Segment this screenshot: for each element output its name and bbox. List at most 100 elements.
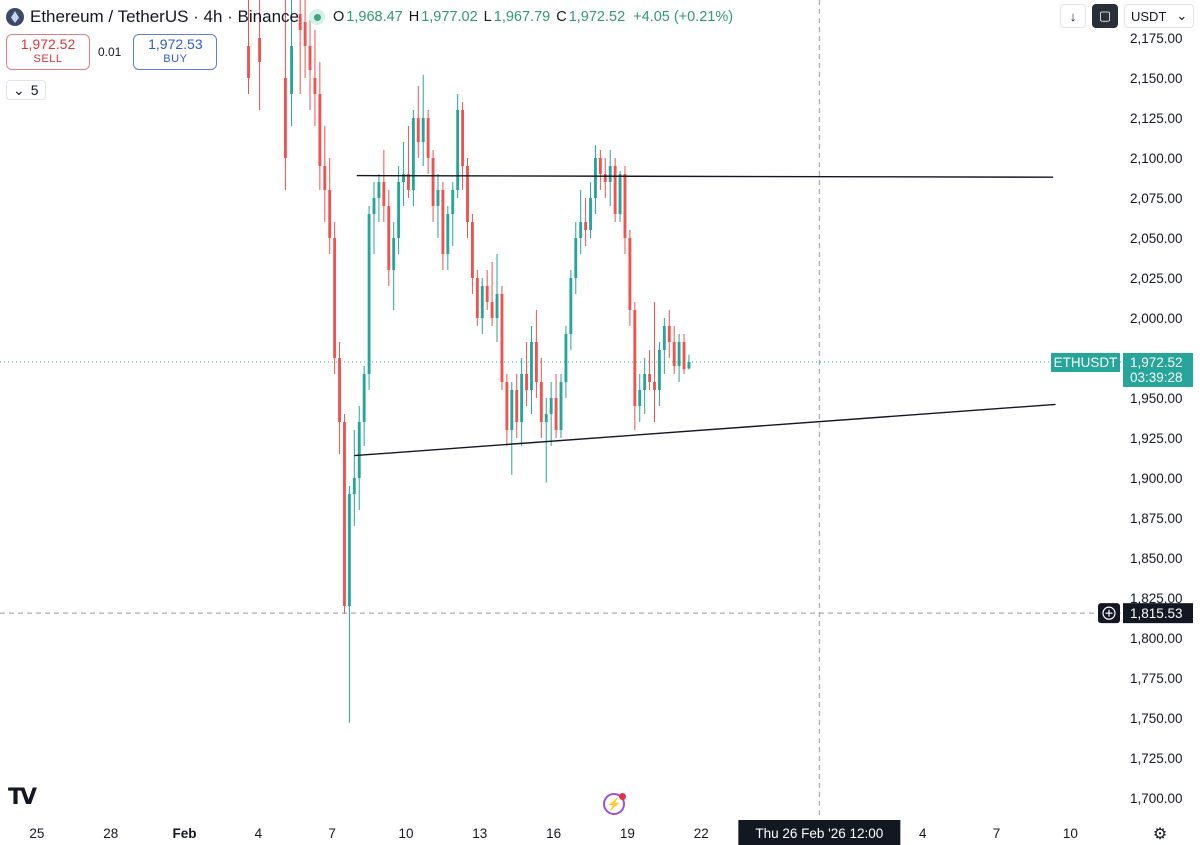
candle-body [539, 382, 543, 422]
candle-body [441, 190, 445, 254]
current-price-label: 1,972.52 [1130, 355, 1183, 370]
candle-body [352, 478, 356, 494]
candle-body [436, 190, 440, 206]
sell-label: SELL [33, 53, 63, 65]
x-axis-tick-label: 4 [919, 826, 927, 841]
countdown-label: 03:39:28 [1130, 370, 1183, 385]
lightning-icon[interactable]: ⚡ [603, 793, 626, 815]
candle-body [362, 374, 366, 422]
candle-body [515, 390, 519, 422]
candle-body [456, 110, 460, 190]
candle-body [564, 334, 568, 382]
candle-body [633, 310, 637, 406]
candle-body [598, 158, 602, 174]
market-open-dot-icon [309, 9, 325, 25]
y-axis-tick-label: 1,900.00 [1130, 471, 1183, 486]
candle-body [623, 174, 627, 238]
candle-body [451, 190, 455, 214]
candle-body [475, 278, 479, 318]
candle-body [594, 158, 597, 198]
x-axis-tick-label: 10 [1063, 826, 1078, 841]
candle-body [525, 374, 528, 390]
candle-body [608, 166, 612, 182]
crosshair-time-tag [738, 820, 901, 845]
eth-logo-icon [6, 8, 24, 26]
candle-body [544, 414, 548, 422]
candle-body [347, 494, 351, 606]
tradingview-logo-icon[interactable]: TV [8, 785, 37, 810]
sell-price: 1,972.52 [20, 36, 76, 52]
y-axis-tick-label: 1,850.00 [1130, 551, 1183, 566]
sell-button[interactable]: 1,972.52 SELL [6, 34, 90, 70]
buy-button[interactable]: 1,972.53 BUY [133, 34, 218, 70]
plus-circle-ring [1102, 606, 1116, 620]
x-axis-tick-label: Feb [173, 826, 197, 841]
symbol-tag-label: ETHUSDT [1054, 355, 1118, 370]
candle-body [520, 374, 524, 422]
currency-select[interactable]: USDT ⌄ [1124, 4, 1194, 28]
candle-body [490, 302, 494, 318]
y-axis-tick-label: 2,175.00 [1130, 31, 1183, 46]
y-axis-tick-label: 2,100.00 [1130, 151, 1183, 166]
chevron-down-icon: ⌄ [1176, 8, 1188, 23]
candle-body [416, 118, 420, 142]
candle-body [290, 46, 294, 94]
candle-body [461, 110, 465, 166]
y-axis-tick-label: 1,725.00 [1130, 751, 1183, 766]
y-axis-tick-label: 1,825.00 [1130, 591, 1183, 606]
candle-body [603, 174, 607, 182]
candle-body [367, 214, 371, 374]
y-axis-tick-label: 1,950.00 [1130, 391, 1183, 406]
candle-body [377, 182, 381, 198]
candle-body [682, 342, 686, 370]
candle-body [618, 174, 622, 214]
indicators-toggle[interactable]: ⌄ 5 [6, 80, 46, 100]
candle-body [579, 222, 583, 238]
support-trendline [354, 403, 1056, 457]
candle-body [485, 286, 489, 302]
candle-body [638, 390, 642, 406]
download-icon[interactable]: ↓ [1060, 4, 1086, 28]
candle-body [559, 382, 563, 430]
x-axis-tick-label: 22 [694, 826, 709, 841]
x-axis-tick-label: 10 [398, 826, 413, 841]
candle-body [328, 190, 332, 238]
ohlc-open: O 1,968.47 [333, 9, 403, 25]
spread-value: 0.01 [98, 45, 122, 59]
candle-body [426, 118, 430, 158]
candle-body [318, 94, 322, 166]
candle-body [421, 118, 425, 142]
x-axis-tick-label: 7 [328, 826, 336, 841]
candle-body [407, 174, 410, 190]
y-axis-tick-label: 1,875.00 [1130, 511, 1183, 526]
candle-body [667, 326, 671, 342]
trade-panel: 1,972.52 SELL 0.01 1,972.53 BUY [6, 34, 218, 70]
candle-body [323, 166, 327, 190]
candle-body [589, 198, 592, 230]
chart-header: Ethereum / TetherUS · 4h · Binance O 1,96… [6, 4, 733, 30]
x-axis-tick-label: 28 [103, 826, 118, 841]
candle-body [372, 198, 376, 214]
candle-body [687, 361, 691, 369]
candle-body [333, 238, 337, 358]
candle-body [510, 390, 514, 430]
symbol-title[interactable]: Ethereum / TetherUS · 4h · Binance [30, 7, 299, 26]
ohlc-close: C 1,972.52 [556, 9, 626, 25]
candle-body [402, 174, 405, 182]
resistance-trendline [356, 174, 1054, 178]
candle-body [258, 38, 262, 62]
candle-body [343, 422, 346, 606]
candle-body [308, 46, 312, 70]
gear-icon[interactable]: ⚙ [1152, 826, 1168, 843]
fullscreen-icon[interactable]: ▢ [1092, 4, 1118, 28]
crosshair-price-label: 1,815.53 [1130, 606, 1183, 621]
y-axis-tick-label: 1,925.00 [1130, 431, 1183, 446]
candle-body [298, 14, 302, 30]
crosshair-price-tag [1123, 603, 1193, 624]
candle-body [505, 382, 509, 430]
candle-body [672, 342, 676, 366]
candle-body [387, 206, 391, 270]
candle-body [648, 374, 652, 382]
candle-body [313, 78, 317, 94]
